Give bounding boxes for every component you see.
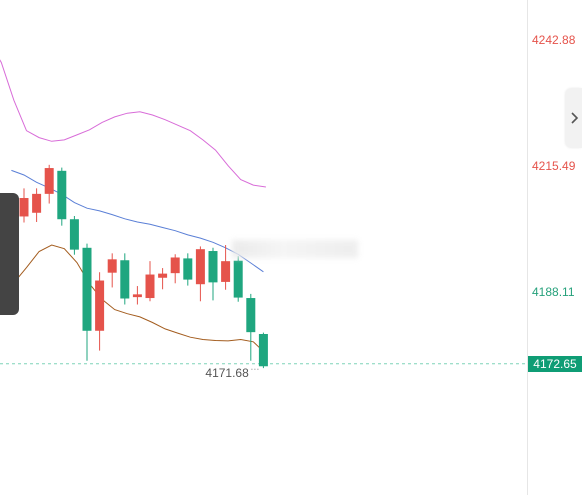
price-tick-label: 4242.88 (532, 33, 576, 47)
candle-body (246, 298, 256, 333)
chart-area[interactable]: 4171.68 (0, 0, 527, 495)
candle-body (195, 249, 205, 285)
price-tick-label: 4188.11 (532, 285, 575, 300)
price-axis[interactable]: 4242.88 4215.49 4188.11 4172.65 (527, 0, 582, 495)
candlestick-chart[interactable] (0, 0, 527, 495)
candle-body (221, 261, 231, 282)
candle-body (258, 333, 268, 367)
band-line-upper (0, 59, 266, 188)
candle-body (32, 193, 42, 213)
candle-body (107, 259, 117, 273)
side-panel-handle[interactable] (0, 193, 19, 315)
chevron-right-icon (571, 112, 579, 124)
last-price-tag: 4172.65 (528, 355, 582, 372)
candle-body (233, 260, 243, 298)
candle-body (82, 247, 92, 331)
candle-body (19, 198, 29, 217)
candle-body (170, 257, 180, 274)
price-tick-label: 4215.49 (532, 159, 576, 174)
candle-body (44, 168, 54, 194)
candle-body (158, 273, 168, 278)
candle-body (120, 260, 130, 299)
candle-body (57, 170, 67, 220)
candle-body (183, 258, 193, 280)
candle-body (208, 251, 218, 283)
collapse-panel-button[interactable] (566, 88, 582, 148)
candle-body (69, 219, 79, 250)
low-price-label: 4171.68 (205, 366, 249, 381)
candle-body (132, 294, 142, 298)
candle-body (145, 274, 155, 299)
candle-body (95, 280, 105, 331)
blurred-overlay-text (232, 240, 358, 258)
